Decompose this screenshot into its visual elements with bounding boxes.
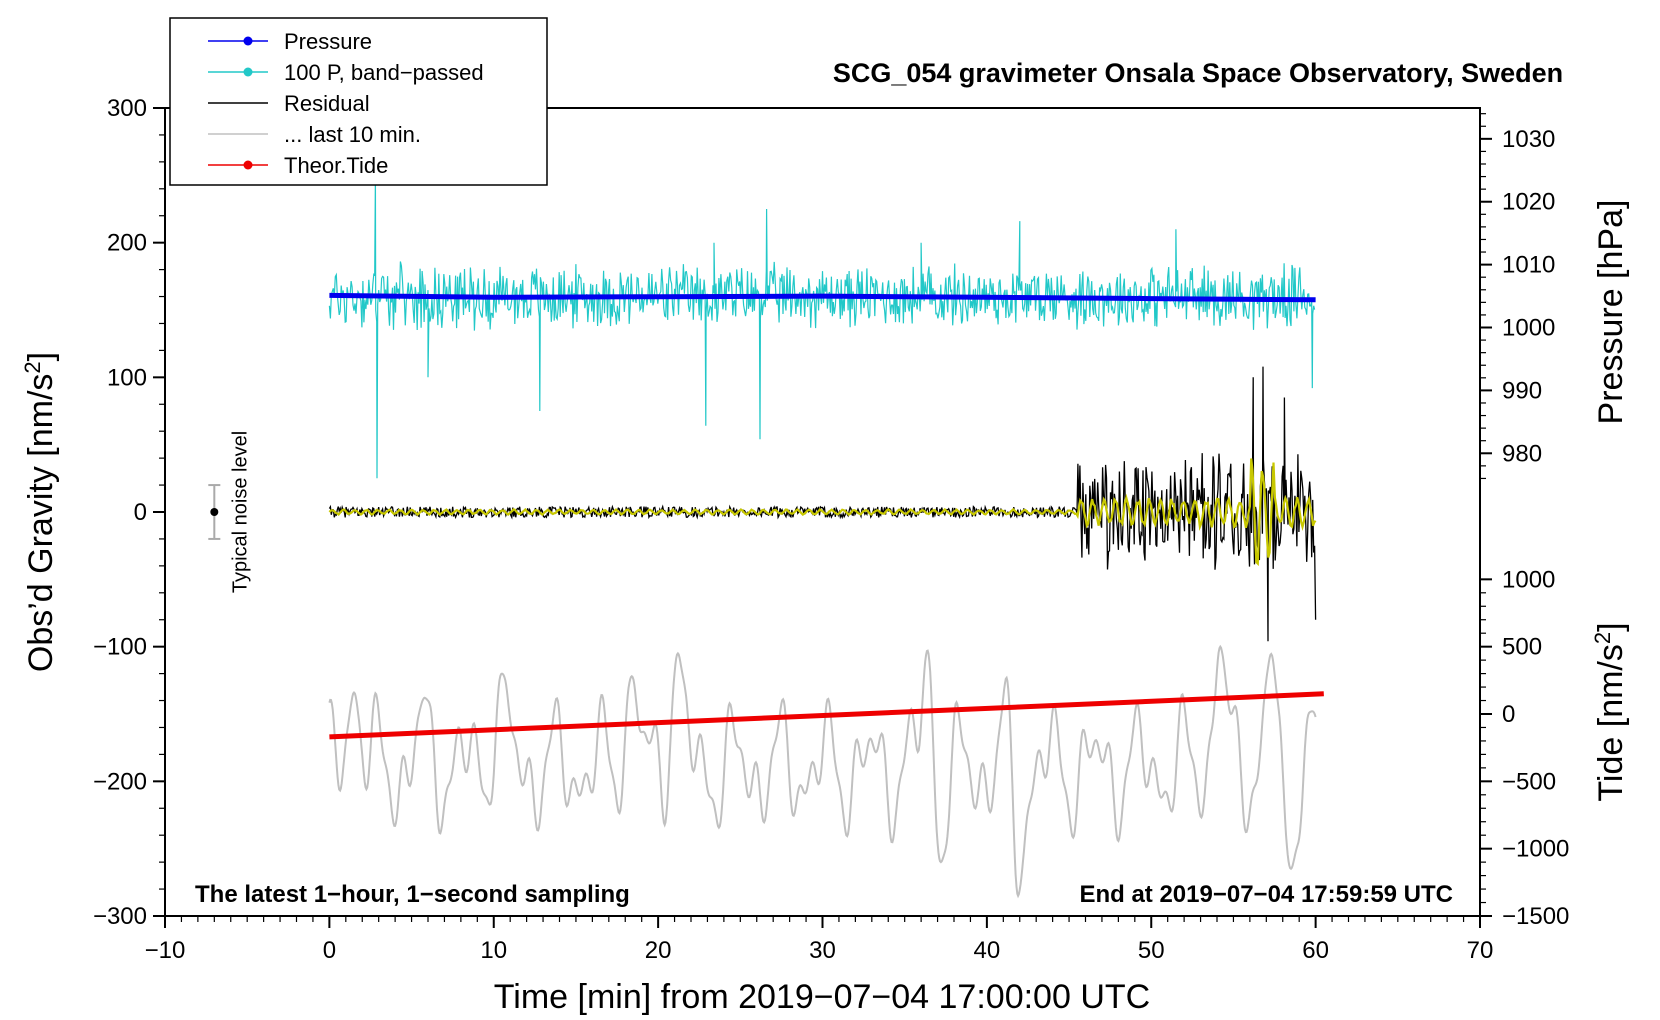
y-tick-label: 0 <box>134 499 147 526</box>
tide-tick-label: 500 <box>1502 634 1542 661</box>
series-last-10-min-line <box>328 644 1317 899</box>
y-tick-label: 100 <box>107 364 147 391</box>
x-tick-label: 40 <box>974 937 1001 964</box>
pressure-tick-label: 1010 <box>1502 252 1555 279</box>
y-tick-label: 300 <box>107 95 147 122</box>
y-tick-label: −100 <box>93 634 147 661</box>
legend-label: Pressure <box>284 29 372 54</box>
pressure-tick-label: 1030 <box>1502 126 1555 153</box>
legend-label: 100 P, band−passed <box>284 60 484 85</box>
tide-axis-title: Tide [nm/s2] <box>1590 622 1630 801</box>
y-axis-gravity: −300 −200 −100 0 100 200 300 <box>93 95 165 930</box>
annotation-sampling: The latest 1−hour, 1−second sampling <box>195 881 630 908</box>
y-axis-pressure: 980 990 1000 1010 1020 1030 <box>1480 113 1555 480</box>
legend-box <box>169 17 548 186</box>
legend: Pressure 100 P, band−passed Residual ... la… <box>169 17 548 186</box>
tide-tick-label: 0 <box>1502 701 1515 728</box>
tide-tick-label: −1500 <box>1502 903 1569 930</box>
x-tick-label: 60 <box>1302 937 1329 964</box>
legend-label: Residual <box>284 91 370 116</box>
x-tick-label: 0 <box>323 937 336 964</box>
y-tick-label: −200 <box>93 768 147 795</box>
y-axis-title: Obs’d Gravity [nm/s2] <box>20 352 60 672</box>
annotation-end-time: End at 2019−07−04 17:59:59 UTC <box>1079 881 1453 908</box>
pressure-tick-label: 1020 <box>1502 189 1555 216</box>
x-tick-label: 50 <box>1138 937 1165 964</box>
legend-marker <box>243 160 253 170</box>
tide-tick-label: 1000 <box>1502 566 1555 593</box>
y-axis-tide: −1500 −1000 −500 0 500 1000 <box>1480 566 1569 930</box>
y-tick-label: −300 <box>93 903 147 930</box>
series-residual-line <box>328 366 1317 642</box>
y-tick-label: 200 <box>107 230 147 257</box>
pressure-axis-title: Pressure [hPa] <box>1592 200 1630 425</box>
series-filtered-residual-line <box>328 458 1317 567</box>
legend-marker <box>243 67 253 77</box>
x-tick-label: 10 <box>480 937 507 964</box>
series-layer <box>328 175 1324 899</box>
series-pressure-line <box>329 292 1316 303</box>
pressure-tick-label: 980 <box>1502 440 1542 467</box>
noise-bar: Typical noise level <box>208 431 251 593</box>
legend-marker <box>243 36 253 46</box>
pressure-tick-label: 990 <box>1502 377 1542 404</box>
x-tick-label: −10 <box>145 937 186 964</box>
noise-bar-dot <box>210 508 219 516</box>
tide-tick-label: −1000 <box>1502 836 1569 863</box>
series-band-passed-pressure-line <box>328 175 1316 479</box>
series-theoretical-tide-line <box>329 691 1324 740</box>
x-tick-label: 20 <box>645 937 672 964</box>
legend-label: ... last 10 min. <box>284 122 421 147</box>
x-axis-title: Time [min] from 2019−07−04 17:00:00 UTC <box>494 978 1150 1016</box>
chart-title: SCG_054 gravimeter Onsala Space Observat… <box>833 58 1563 88</box>
x-tick-label: 30 <box>809 937 836 964</box>
pressure-tick-label: 1000 <box>1502 315 1555 342</box>
tide-tick-label: −500 <box>1502 768 1556 795</box>
x-axis: −10 0 10 20 30 40 50 60 70 <box>145 916 1494 964</box>
x-tick-label: 70 <box>1467 937 1494 964</box>
noise-bar-label: Typical noise level <box>229 431 251 593</box>
legend-label: Theor.Tide <box>284 153 388 178</box>
